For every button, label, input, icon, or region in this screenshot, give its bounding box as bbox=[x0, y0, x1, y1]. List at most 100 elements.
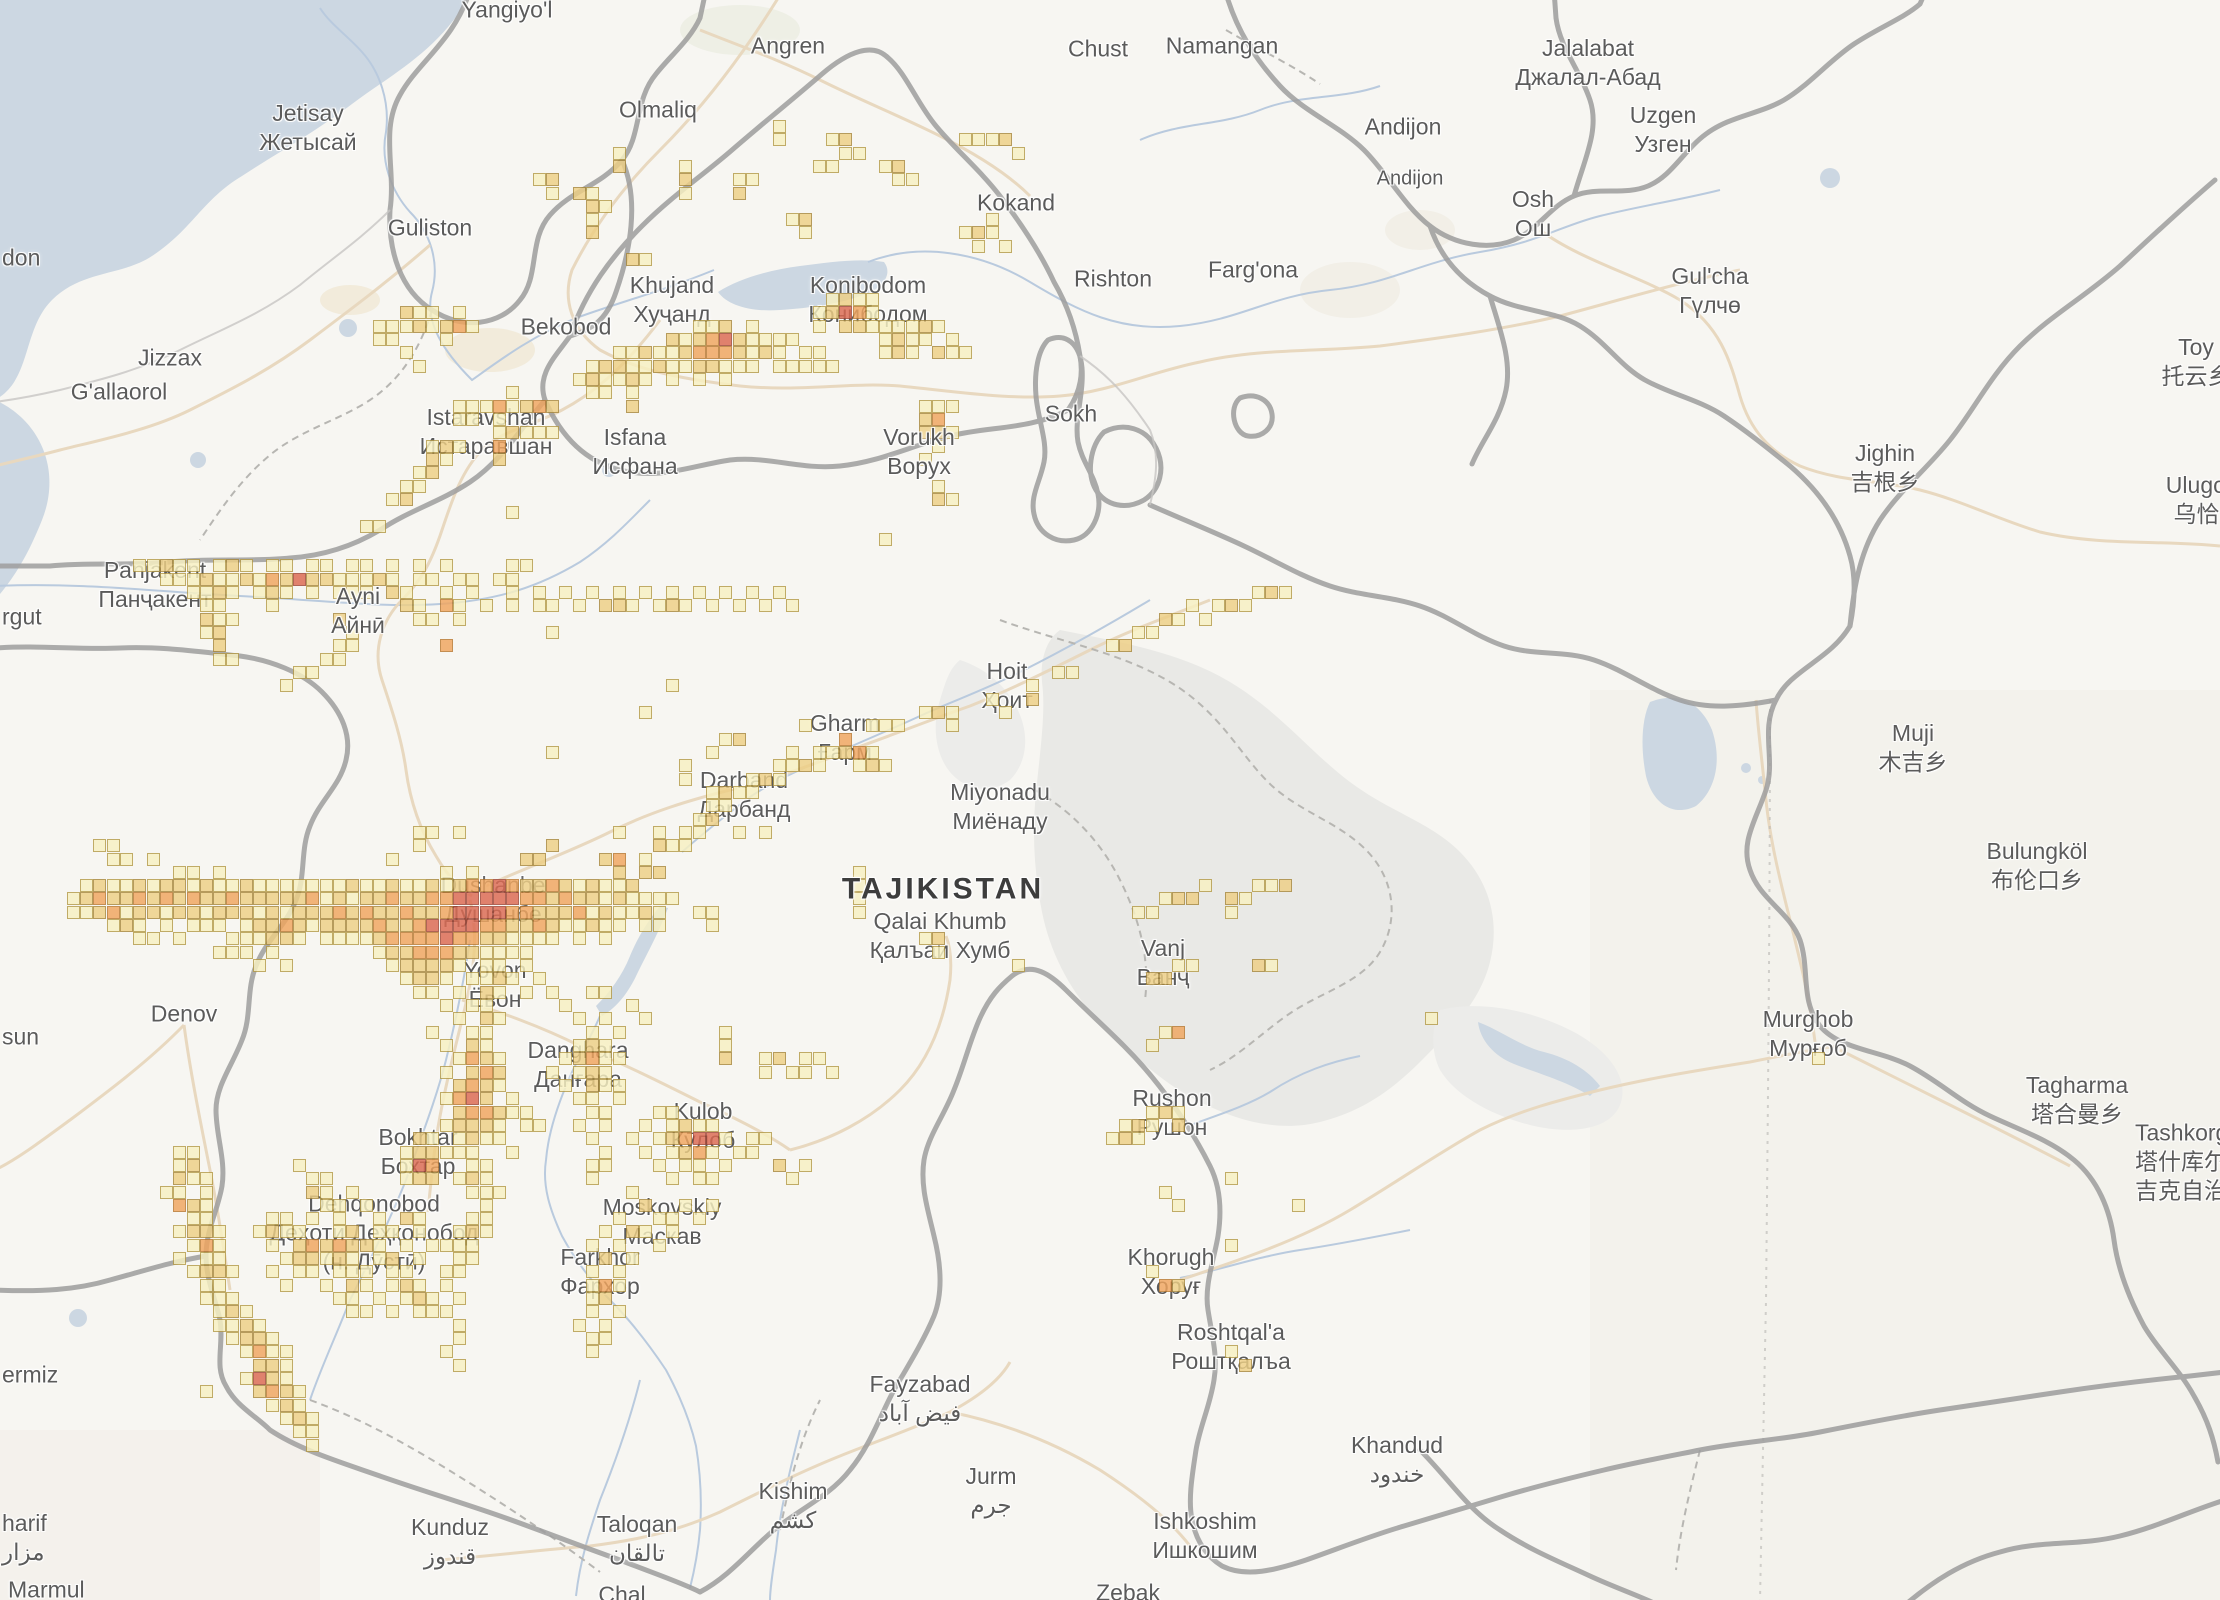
heat-cell bbox=[865, 719, 879, 733]
heat-cell bbox=[199, 626, 213, 639]
heat-cell bbox=[466, 399, 480, 413]
heat-cell bbox=[199, 612, 213, 626]
place-label-vorukh: Vorukh Ворух bbox=[883, 423, 955, 481]
heat-cell bbox=[666, 599, 679, 613]
heat-cell bbox=[612, 146, 626, 160]
heat-cell bbox=[706, 346, 719, 360]
heat-cell bbox=[666, 373, 679, 386]
place-label-kunduz: Kunduz قندوز bbox=[411, 1513, 489, 1571]
place-label-line: Khujand bbox=[629, 272, 715, 298]
heat-cell bbox=[812, 359, 826, 373]
place-label-urgut: rgut bbox=[2, 603, 42, 632]
place-label-toy: Toy 托云乡 bbox=[2162, 333, 2220, 391]
heat-cell bbox=[279, 586, 293, 600]
heat-cell bbox=[679, 359, 693, 373]
place-label-line: G'allaorol bbox=[70, 378, 168, 405]
place-label-rishton: Rishton bbox=[1074, 265, 1152, 294]
heat-cell bbox=[865, 759, 879, 773]
heat-cell bbox=[799, 213, 813, 227]
heat-cell bbox=[506, 559, 520, 573]
place-label-line: Toy bbox=[2178, 334, 2214, 360]
heat-cell bbox=[932, 399, 946, 413]
heat-cell bbox=[293, 572, 306, 586]
heat-cell bbox=[666, 839, 679, 853]
heat-cell bbox=[732, 359, 746, 373]
heat-cell bbox=[159, 559, 173, 573]
heat-cell bbox=[373, 519, 386, 533]
heat-cell bbox=[626, 373, 639, 386]
heat-cell bbox=[306, 559, 320, 573]
place-label-jighin: Jighin 吉根乡 bbox=[1851, 439, 1920, 497]
heat-cell bbox=[945, 346, 959, 360]
heat-cell bbox=[146, 559, 160, 573]
heat-cell bbox=[865, 293, 879, 306]
heat-cell bbox=[639, 346, 653, 360]
heat-cell bbox=[905, 319, 919, 333]
heat-cell bbox=[666, 359, 679, 373]
heat-cell bbox=[412, 359, 426, 373]
heat-cell bbox=[692, 586, 706, 600]
place-label-line: Andijon bbox=[1364, 113, 1442, 140]
heat-cell bbox=[452, 439, 466, 453]
place-label-line: Guliston bbox=[387, 214, 473, 241]
heat-cell bbox=[452, 599, 466, 613]
heat-cell bbox=[359, 572, 373, 586]
heat-cell bbox=[852, 319, 866, 333]
heat-cell bbox=[839, 745, 853, 759]
heat-cell bbox=[492, 412, 506, 426]
place-label-line: Farg'ona bbox=[1207, 256, 1299, 283]
heat-cell bbox=[306, 666, 320, 679]
heat-cell bbox=[932, 479, 946, 493]
heat-cell bbox=[492, 572, 506, 586]
place-label-line: Muji bbox=[1891, 720, 1935, 746]
heat-cell bbox=[492, 439, 506, 453]
heat-cell bbox=[199, 599, 213, 613]
heat-cell bbox=[266, 572, 280, 586]
heat-cell bbox=[905, 173, 919, 187]
place-label-line: Chust bbox=[1067, 35, 1129, 62]
heat-cell bbox=[532, 173, 546, 187]
place-label-line: Жетысай bbox=[259, 129, 357, 155]
heat-cell bbox=[692, 812, 706, 826]
place-label-line: rgut bbox=[2, 603, 42, 630]
heat-cell bbox=[346, 626, 360, 639]
place-label-line: Isfana bbox=[603, 424, 667, 450]
heat-cell bbox=[745, 359, 759, 373]
heat-cell bbox=[399, 492, 413, 506]
place-label-ulugchat: Ulugcha 乌恰县 bbox=[2166, 471, 2220, 529]
place-label-gulcha: Gul'cha Гүлчө bbox=[1671, 262, 1748, 320]
heat-cell bbox=[745, 333, 759, 346]
heat-cell bbox=[799, 226, 813, 240]
heat-cell bbox=[572, 599, 586, 613]
place-label-fargona: Farg'ona bbox=[1208, 256, 1298, 285]
heat-cell bbox=[266, 586, 280, 600]
heat-cell bbox=[253, 586, 267, 600]
heat-cell bbox=[945, 333, 959, 346]
heat-cell bbox=[679, 599, 693, 613]
heat-cell bbox=[825, 306, 839, 320]
heat-cell bbox=[772, 586, 786, 600]
heat-cell bbox=[346, 586, 360, 600]
heat-cell bbox=[492, 452, 506, 466]
heat-cell bbox=[879, 159, 893, 173]
heat-cell bbox=[892, 719, 906, 733]
place-label-isfana: Isfana Исфана bbox=[592, 423, 677, 481]
heat-cell bbox=[839, 146, 853, 160]
heat-cell bbox=[772, 119, 786, 133]
heat-cell bbox=[692, 373, 706, 386]
heat-cell bbox=[359, 519, 373, 533]
heat-cell bbox=[506, 399, 520, 413]
heat-cell bbox=[879, 319, 893, 333]
place-label-angren: Angren bbox=[751, 32, 825, 61]
heat-cell bbox=[213, 652, 227, 666]
heat-cell bbox=[412, 479, 426, 493]
heat-cell bbox=[865, 745, 879, 759]
heat-cell bbox=[932, 426, 946, 440]
place-label-tajikistan: TAJIKISTAN bbox=[842, 874, 1044, 904]
heat-cell bbox=[745, 586, 759, 600]
heat-cell bbox=[932, 492, 946, 506]
heat-cell bbox=[452, 412, 466, 426]
heat-cell bbox=[532, 426, 546, 440]
